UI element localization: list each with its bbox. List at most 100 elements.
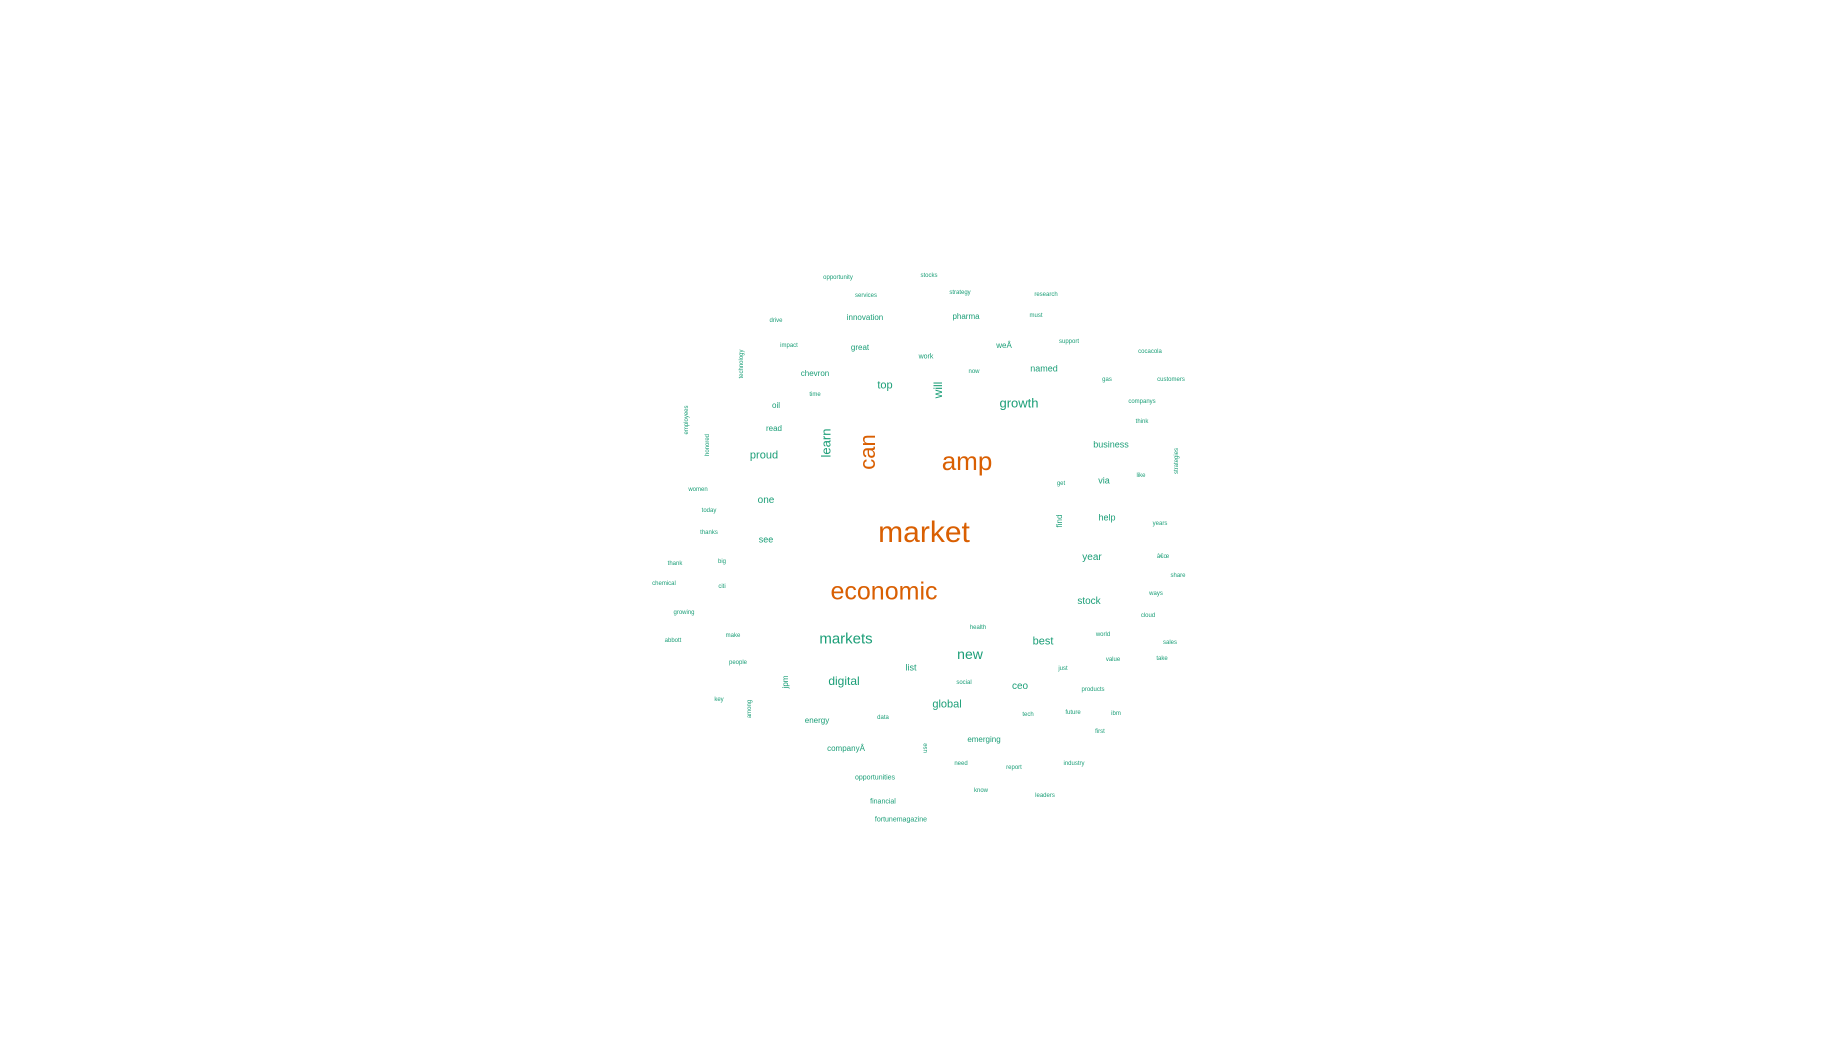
cloud-word-can: can <box>855 434 880 470</box>
cloud-word-read: read <box>765 424 783 433</box>
cloud-word-we: weÂ <box>996 341 1012 350</box>
cloud-word-amp: amp <box>941 446 993 476</box>
cloud-word-must: must <box>1029 313 1043 319</box>
cloud-word-oil: oil <box>771 401 781 410</box>
cloud-word-fortunemagazine: fortunemagazine <box>874 816 928 824</box>
cloud-word-abbott: abbott <box>664 638 682 644</box>
cloud-word-women: women <box>688 487 708 493</box>
cloud-word-employees: employees <box>684 405 690 435</box>
cloud-word-jpm: jpm <box>781 675 790 689</box>
cloud-word-big: big <box>717 559 727 565</box>
cloud-word-time: time <box>809 392 821 398</box>
cloud-word-help: help <box>1098 512 1116 523</box>
cloud-word-one: one <box>757 495 775 506</box>
cloud-word-pharma: pharma <box>952 312 980 321</box>
cloud-word-see: see <box>758 534 774 545</box>
cloud-word-thank: thank <box>667 561 683 567</box>
cloud-word-now: now <box>968 369 980 375</box>
cloud-word-via: via <box>1098 475 1110 486</box>
cloud-word-market: market <box>878 516 970 549</box>
cloud-word-symbol: â€œ <box>1156 554 1170 560</box>
cloud-word-strategy: strategy <box>949 290 971 296</box>
cloud-word-among: among <box>747 699 753 719</box>
cloud-word-opportunity: opportunity <box>823 275 853 281</box>
cloud-word-support: support <box>1058 339 1080 345</box>
cloud-word-global: global <box>932 698 962 711</box>
cloud-word-gas: gas <box>1102 377 1112 383</box>
cloud-word-future: future <box>1065 710 1081 716</box>
cloud-word-ibm: ibm <box>1111 711 1121 717</box>
cloud-word-chemical: chemical <box>652 581 676 587</box>
cloud-word-companys: companys <box>1128 399 1156 405</box>
cloud-word-years: years <box>1152 521 1168 527</box>
cloud-word-economic: economic <box>830 577 938 606</box>
cloud-word-stocks: stocks <box>920 273 938 279</box>
cloud-word-opportunities: opportunities <box>854 774 896 782</box>
cloud-word-world: world <box>1095 632 1111 638</box>
cloud-word-work: work <box>918 353 934 361</box>
cloud-word-energy: energy <box>804 716 830 725</box>
cloud-word-strategies: strategies <box>1174 447 1180 475</box>
cloud-word-value: value <box>1105 657 1121 663</box>
cloud-word-drive: drive <box>769 318 783 324</box>
cloud-word-business: business <box>1093 439 1129 450</box>
cloud-word-take: take <box>1156 656 1168 662</box>
cloud-word-great: great <box>850 343 870 352</box>
cloud-word-key: key <box>714 697 724 703</box>
cloud-word-first: first <box>1095 729 1105 735</box>
cloud-word-impact: impact <box>780 343 798 349</box>
cloud-word-honored: honored <box>705 433 711 457</box>
cloud-word-markets: markets <box>819 630 873 648</box>
cloud-word-citi: citi <box>718 584 726 590</box>
cloud-word-learn: learn <box>818 428 834 458</box>
cloud-word-health: health <box>969 625 987 631</box>
cloud-word-thanks: thanks <box>700 530 718 536</box>
cloud-word-ceo: ceo <box>1011 681 1029 692</box>
cloud-word-digital: digital <box>828 674 860 688</box>
cloud-word-top: top <box>877 379 893 392</box>
cloud-word-growth: growth <box>999 395 1039 411</box>
cloud-word-know: know <box>973 788 989 794</box>
cloud-word-today: today <box>701 508 717 514</box>
cloud-word-research: research <box>1034 292 1058 298</box>
cloud-word-tech: tech <box>1022 712 1034 718</box>
cloud-word-report: report <box>1006 765 1022 771</box>
cloud-word-named: named <box>1030 363 1058 374</box>
cloud-word-make: make <box>725 633 741 639</box>
cloud-word-list: list <box>905 662 917 673</box>
cloud-word-company: companyÂ <box>827 744 865 753</box>
cloud-word-emerging: emerging <box>967 735 1001 744</box>
cloud-word-industry: industry <box>1063 761 1085 767</box>
cloud-word-need: need <box>954 761 968 767</box>
cloud-word-find: find <box>1055 514 1064 528</box>
cloud-word-services: services <box>854 293 878 299</box>
cloud-word-people: people <box>728 660 748 666</box>
cloud-word-use: use <box>923 743 929 753</box>
cloud-word-cloud: cloud <box>1140 613 1156 619</box>
cloud-word-customers: customers <box>1157 377 1185 383</box>
cloud-word-sales: sales <box>1162 640 1178 646</box>
cloud-word-data: data <box>877 715 889 721</box>
cloud-word-ways: ways <box>1149 591 1163 597</box>
cloud-word-cocacola: cocacola <box>1138 349 1162 355</box>
cloud-word-just: just <box>1058 666 1068 672</box>
cloud-word-growing: growing <box>673 610 695 616</box>
cloud-word-get: get <box>1056 481 1066 487</box>
cloud-word-social: social <box>956 680 972 686</box>
cloud-word-think: think <box>1135 419 1149 425</box>
cloud-word-stock: stock <box>1077 596 1101 607</box>
cloud-word-technology: technology <box>739 349 745 379</box>
cloud-word-products: products <box>1081 687 1105 693</box>
cloud-word-innovation: innovation <box>846 313 884 322</box>
cloud-word-best: best <box>1032 635 1054 648</box>
cloud-word-leaders: leaders <box>1035 793 1055 799</box>
cloud-word-year: year <box>1082 552 1102 563</box>
cloud-word-new: new <box>957 646 983 662</box>
cloud-word-like: like <box>1136 473 1146 479</box>
cloud-word-proud: proud <box>749 449 779 462</box>
cloud-word-financial: financial <box>870 798 896 806</box>
cloud-word-share: share <box>1170 573 1186 579</box>
cloud-word-will: will <box>931 381 945 399</box>
cloud-word-chevron: chevron <box>800 369 830 378</box>
